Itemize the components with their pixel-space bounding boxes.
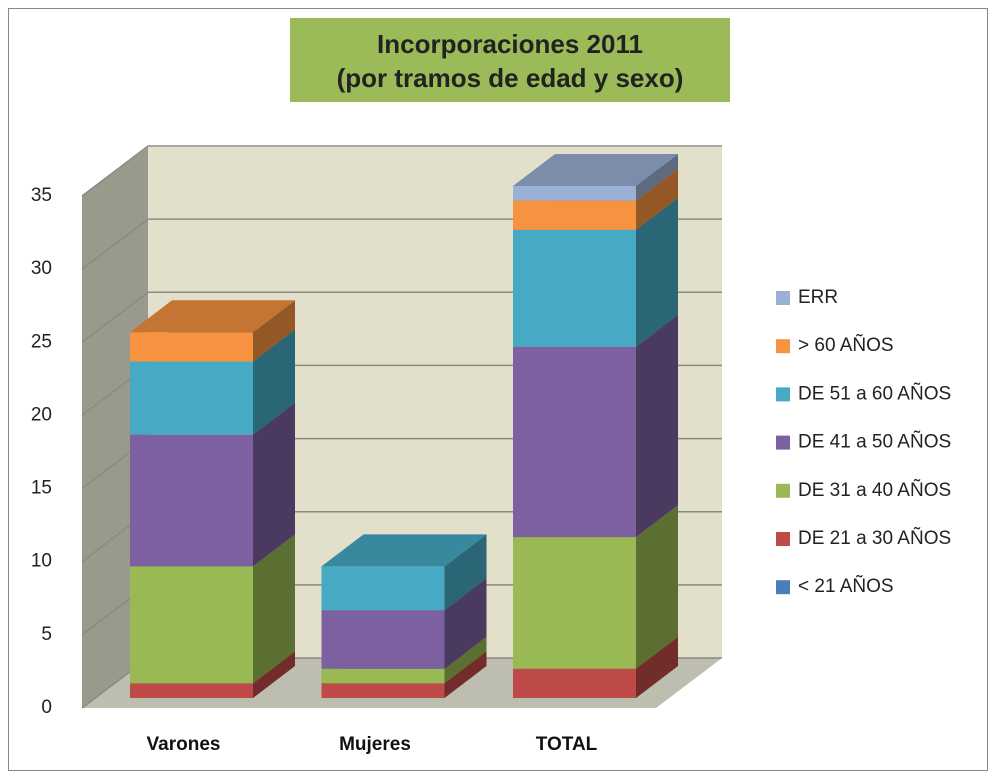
bar-side — [253, 329, 295, 435]
legend-swatch — [776, 435, 790, 450]
y-tick-label: 0 — [41, 697, 52, 718]
bar-segment — [513, 200, 636, 230]
bar-side — [253, 534, 295, 684]
legend-label: DE 41 a 50 AÑOS — [798, 431, 951, 453]
bar-segment — [513, 186, 636, 201]
legend-label: < 21 AÑOS — [798, 575, 894, 597]
y-tick-label: 5 — [41, 624, 52, 645]
bar-top — [130, 300, 295, 333]
legend-swatch — [776, 532, 790, 546]
bar-segment — [321, 566, 445, 611]
title-box — [290, 18, 730, 102]
legend-swatch — [776, 291, 790, 305]
bar-segment — [130, 332, 253, 362]
bar-segment — [130, 361, 253, 435]
bar-segment — [321, 610, 445, 669]
bar-segment — [130, 683, 253, 698]
legend-label: DE 31 a 40 AÑOS — [798, 479, 951, 501]
bar-top — [513, 154, 678, 186]
bar-side — [636, 168, 678, 230]
y-tick-label: 30 — [31, 258, 52, 279]
bar-top — [321, 534, 487, 567]
x-tick-label: Varones — [147, 734, 221, 755]
bar-side — [444, 651, 487, 698]
bar-side — [636, 154, 678, 201]
bar-segment — [513, 229, 636, 347]
bar-segment — [513, 668, 636, 698]
bar-segment — [130, 434, 253, 567]
bar-segment — [321, 683, 445, 698]
x-tick-label: Mujeres — [339, 734, 411, 755]
y-tick-label: 25 — [31, 331, 52, 352]
bar-side — [253, 402, 295, 567]
legend-swatch — [776, 483, 790, 498]
y-tick-label: 35 — [31, 185, 52, 206]
bar-segment — [321, 668, 445, 684]
bar-segment — [130, 566, 253, 684]
legend-swatch — [776, 580, 790, 595]
y-tick-label: 10 — [31, 551, 52, 572]
bar-side — [636, 314, 678, 538]
x-tick-label: TOTAL — [536, 734, 598, 755]
legend-label: > 60 AÑOS — [798, 334, 894, 356]
chart-title: Incorporaciones 2011 — [377, 29, 643, 59]
legend-label: DE 21 a 30 AÑOS — [798, 527, 951, 549]
bar-side — [636, 636, 678, 698]
bar-side — [444, 578, 487, 669]
legend-swatch — [776, 387, 790, 402]
bar-segment — [513, 537, 636, 669]
y-tick-label: 20 — [31, 404, 52, 425]
grid-line — [81, 218, 149, 270]
bar-side — [444, 636, 487, 684]
bar-segment — [513, 346, 636, 538]
legend-swatch — [776, 339, 790, 354]
legend-label: ERR — [798, 287, 838, 308]
legend-label: DE 51 a 60 AÑOS — [798, 382, 951, 404]
bar-side — [636, 197, 678, 347]
y-tick-label: 15 — [31, 478, 52, 499]
grid-line — [81, 145, 149, 197]
grid-line — [81, 291, 149, 343]
bar-side — [444, 534, 487, 611]
bar-side — [636, 505, 678, 669]
bar-side — [253, 300, 295, 362]
chart-title: (por tramos de edad y sexo) — [337, 63, 684, 93]
bar-side — [253, 651, 295, 698]
